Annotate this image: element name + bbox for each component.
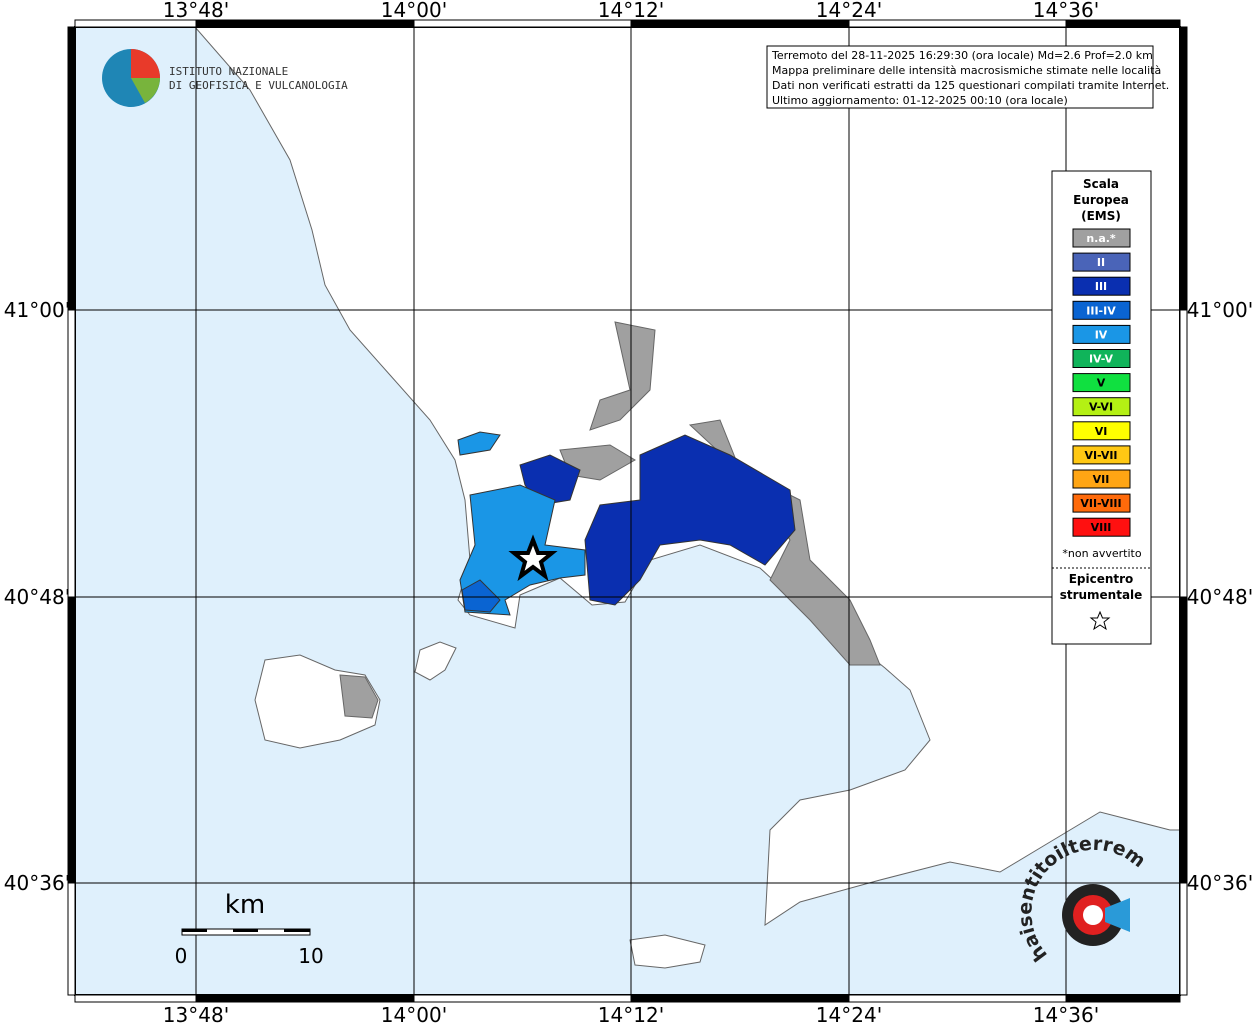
legend-title: Europea [1073,193,1129,207]
legend-epicenter: strumentale [1060,588,1143,602]
legend-swatch [1072,397,1131,417]
legend-label: V [1097,377,1106,390]
legend-title: (EMS) [1081,209,1121,223]
lat-label: 40°36' [4,871,70,895]
logo-text: DI GEOFISICA E VULCANOLOGIA [169,79,348,92]
lat-label: 40°48' [1187,585,1253,609]
lon-label: 13°48' [163,1003,229,1024]
legend-epicenter: Epicentro [1069,572,1134,586]
scale-label: 10 [298,944,323,968]
scale-bar: km 0 10 [175,890,324,968]
border-segment [1065,994,1181,1003]
border-segment [67,26,76,311]
watermark-icon [1105,898,1130,932]
border-segment [74,994,197,1003]
legend-swatch [1072,517,1131,537]
coordinate-labels: 13°48' 13°48' 14°00' 14°00' 14°12' 14°12' 14°2… [4,0,1253,1024]
border-segment [1179,882,1188,996]
scale-unit: km [225,890,265,920]
border-segment [1179,596,1188,884]
lon-label: 14°12' [598,0,664,22]
lon-label: 14°36' [1033,0,1099,22]
legend-label: VII [1093,473,1110,486]
lon-label: 14°00' [381,0,447,22]
lon-label: 14°24' [816,1003,882,1024]
border-segment [848,994,1067,1003]
lon-label: 14°12' [598,1003,664,1024]
legend-label: III [1095,280,1107,293]
legend-label: VI-VII [1084,449,1117,462]
border-segment [630,994,850,1003]
legend-swatch [1072,276,1131,296]
info-line: Terremoto del 28-11-2025 16:29:30 (ora l… [771,49,1153,62]
info-line: Mappa preliminare delle intensità macros… [772,64,1161,77]
legend-label: VI [1095,425,1108,438]
legend: ScalaEuropea(EMS)n.a.*IIIIIIII-IVIVIV-VV… [1052,177,1151,631]
info-lines: Terremoto del 28-11-2025 16:29:30 (ora l… [771,49,1169,107]
legend-swatch [1072,445,1131,465]
procida [414,641,457,681]
border-segment [1179,26,1188,311]
area-blue-iiiiv [461,579,501,613]
border-segment [413,994,632,1003]
info-line: Dati non verificati estratti da 125 ques… [772,79,1169,92]
border-segment [1179,309,1188,598]
map-body [75,27,1180,995]
legend-label: VII-VIII [1080,497,1121,510]
legend-label: IV [1095,328,1108,341]
legend-swatch [1072,373,1131,393]
area-blue-iv [459,484,586,616]
legend-swatch [1072,324,1131,344]
legend-swatch [1072,421,1131,441]
legend-label: n.a.* [1086,232,1116,245]
lat-label: 41°00' [4,298,70,322]
scale-bar-seg [284,929,310,932]
logo-segment [131,78,160,103]
legend-label: II [1097,256,1105,269]
legend-swatch [1072,252,1131,272]
capri [629,934,706,969]
logo-text: ISTITUTO NAZIONALE [169,65,288,78]
lat-label: 40°36' [1187,871,1253,895]
legend-swatch [1072,493,1131,513]
frame-border [67,19,1188,1003]
border-segment [67,882,76,996]
watermark-icon [1083,905,1103,925]
ischia-gray [339,674,379,719]
legend-swatch [1072,349,1131,368]
scale-bar-seg [233,929,258,932]
legend-star [1089,610,1111,631]
legend-label: III-IV [1086,304,1116,317]
epicenter-star [508,534,558,582]
legend-swatch [1072,228,1131,248]
logo-segment [131,49,160,78]
border-segment [195,994,415,1003]
legend-title: Scala [1083,177,1119,191]
area-blue-iii [584,434,796,606]
lon-label: 13°48' [163,0,229,22]
ingv-logo: ISTITUTO NAZIONALE DI GEOFISICA E VULCAN… [102,49,348,107]
legend-label: V-VI [1089,401,1113,414]
lon-label: 14°00' [381,1003,447,1024]
lon-label: 14°36' [1033,1003,1099,1024]
lat-label: 40°48' [4,585,70,609]
legend-label: VIII [1091,521,1112,534]
lon-label: 14°24' [816,0,882,22]
area-gray [589,321,656,431]
legend-swatch [1072,469,1131,489]
legend-swatch [1072,300,1131,320]
area-blue-iv [457,431,501,456]
legend-note: *non avvertito [1062,547,1141,560]
info-line: Ultimo aggiornamento: 01-12-2025 00:10 (… [772,94,1068,107]
scale-bar-seg [182,929,207,932]
lat-label: 41°00' [1187,298,1253,322]
legend-label: IV-V [1089,353,1114,366]
scale-label: 0 [175,944,188,968]
border-segment [67,309,76,598]
info-box [766,45,1154,109]
border-segment [67,596,76,884]
border-segment [1065,19,1181,28]
